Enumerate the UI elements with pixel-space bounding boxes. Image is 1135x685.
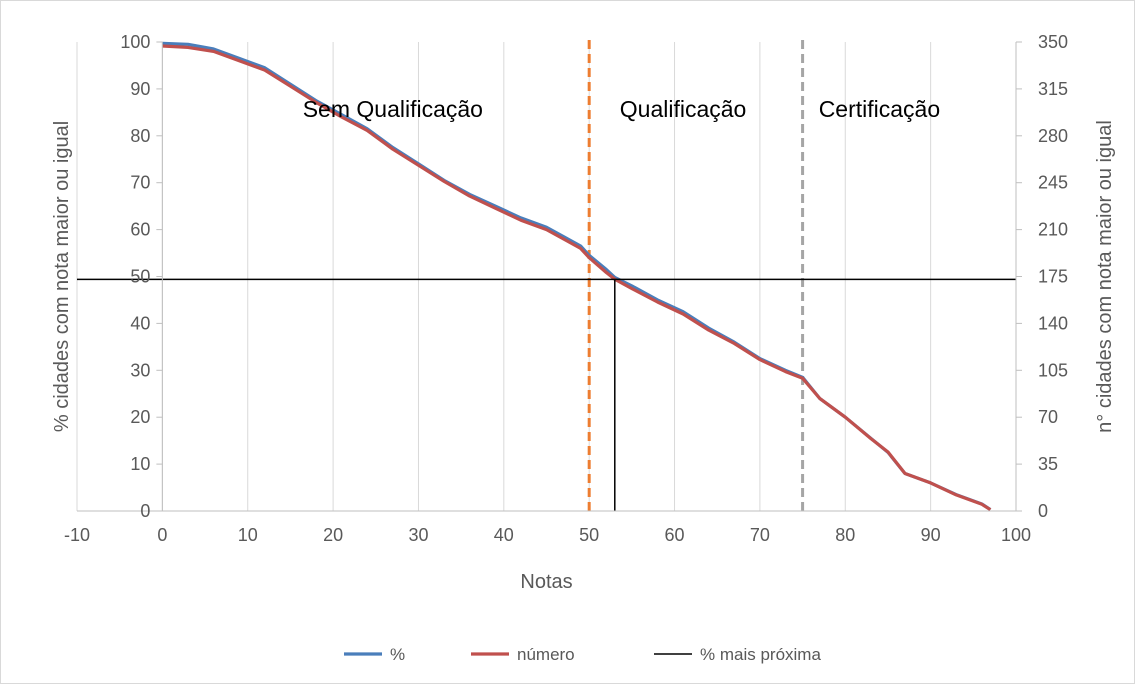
y-tick-label: 30 <box>130 360 150 380</box>
legend: % número % mais próxima <box>344 645 821 664</box>
y2-tick-label: 70 <box>1038 407 1058 427</box>
x-tick-label: 60 <box>665 525 685 545</box>
series-layer <box>77 41 1016 512</box>
series-line-1 <box>162 44 992 512</box>
x-tick-label: 100 <box>1001 525 1031 545</box>
y-tick-label: 10 <box>130 454 150 474</box>
y2-tick-label: 210 <box>1038 220 1068 240</box>
y-tick-label: 60 <box>130 220 150 240</box>
x-tick-label: 90 <box>921 525 941 545</box>
y-tick-label: 80 <box>130 126 150 146</box>
y2-tick-label: 280 <box>1038 126 1068 146</box>
y2-tick-label: 350 <box>1038 32 1068 52</box>
y2-axis-title: n° cidades com nota maior ou igual <box>1094 120 1116 433</box>
region-label: Certificação <box>819 96 940 122</box>
region-labels: Sem Qualificação Qualificação Certificação <box>303 96 940 122</box>
x-tick-label: 10 <box>238 525 258 545</box>
legend-label-0: % <box>390 645 405 664</box>
y-tick-label: 20 <box>130 407 150 427</box>
y2-tick-label: 245 <box>1038 173 1068 193</box>
y-tick-label: 70 <box>130 173 150 193</box>
y2-tick-label: 175 <box>1038 267 1068 287</box>
y2-tick-label: 35 <box>1038 454 1058 474</box>
region-label: Qualificação <box>620 96 747 122</box>
reference-lines <box>587 40 805 511</box>
y2-tick-label: 140 <box>1038 313 1068 333</box>
y-tick-label: 0 <box>140 501 150 521</box>
x-tick-label: -10 <box>64 525 90 545</box>
axes-layer: -10 0 10 20 30 40 50 60 70 80 90 100 0 10 20 30 40 50 60 70… <box>64 32 1068 545</box>
x-tick-label: 20 <box>323 525 343 545</box>
x-tick-label: 40 <box>494 525 514 545</box>
y-tick-label: 40 <box>130 313 150 333</box>
x-tick-label: 70 <box>750 525 770 545</box>
y-tick-label: 90 <box>130 79 150 99</box>
x-tick-label: 80 <box>835 525 855 545</box>
y2-tick-label: 315 <box>1038 79 1068 99</box>
legend-label-1: número <box>517 645 575 664</box>
x-tick-label: 0 <box>157 525 167 545</box>
region-label: Sem Qualificação <box>303 96 483 122</box>
x-tick-label: 30 <box>408 525 428 545</box>
y2-tick-label: 0 <box>1038 501 1048 521</box>
x-axis-title: Notas <box>520 571 572 593</box>
legend-label-2: % mais próxima <box>700 645 821 664</box>
y-tick-label: 50 <box>130 267 150 287</box>
x-tick-label: 50 <box>579 525 599 545</box>
y-axis-title: % cidades com nota maior ou igual <box>51 121 73 432</box>
y-tick-label: 100 <box>120 32 150 52</box>
y2-tick-label: 105 <box>1038 360 1068 380</box>
